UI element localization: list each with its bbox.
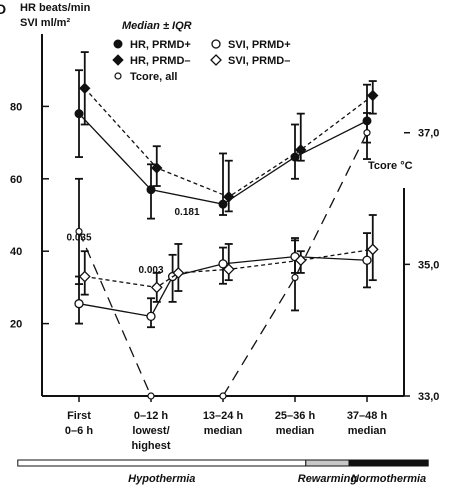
y-left-tick-label: 60 [10, 174, 22, 186]
data-point [218, 259, 228, 269]
y-right-tick-label: 37,0 [418, 128, 439, 140]
legend-entry: HR, PRMD– [112, 54, 191, 67]
data-point [291, 273, 299, 282]
x-tick-label: median [204, 425, 243, 437]
x-tick-label: 37–48 h [347, 410, 388, 422]
phase-segment [305, 459, 350, 467]
labels: D HR beats/min SVI ml/m² Tcore °C Median… [0, 1, 413, 172]
data-point [295, 144, 307, 156]
data-point [114, 72, 122, 80]
data-point [78, 270, 91, 283]
series-svi-prmd- [78, 214, 379, 303]
x-tick-label: First [67, 410, 91, 422]
data-point [219, 392, 227, 400]
series-line [78, 255, 368, 318]
series-hr-prmd- [79, 51, 379, 213]
x-tick-label: 0–6 h [65, 425, 93, 437]
legend-title: Median ± IQR [122, 20, 192, 32]
data-point [146, 185, 156, 195]
y-left-label-line2: SVI ml/m² [20, 17, 70, 29]
data-point [210, 54, 222, 66]
x-tick-label: 25–36 h [275, 410, 316, 422]
series-line [84, 248, 373, 289]
y-left-tick-label: 40 [10, 246, 22, 258]
x-tick-label: lowest/ [132, 425, 169, 437]
legend-label: SVI, PRMD– [228, 55, 290, 67]
legend: HR, PRMD+ SVI, PRMD+ HR, PRMD– SVI, PRMD– Tc… [112, 39, 291, 83]
phase-label: Normothermia [351, 473, 426, 485]
data-point [74, 299, 84, 309]
legend-label: SVI, PRMD+ [228, 39, 291, 51]
data-point [223, 191, 235, 203]
data-point [113, 39, 123, 49]
data-point [150, 281, 163, 294]
annotation-label: 0.035 [66, 232, 91, 243]
data-point [366, 243, 379, 256]
data-point [218, 199, 228, 209]
data-point [362, 255, 372, 265]
y-left-label-line1: HR beats/min [20, 2, 91, 14]
y-left-tick-label: 20 [10, 319, 22, 331]
x-tick-label: 13–24 h [203, 410, 244, 422]
data-point [294, 254, 307, 267]
phase-normothermia: Normothermia [348, 459, 429, 485]
y-right-label: Tcore °C [368, 160, 413, 172]
annotation-label: 0.181 [174, 207, 199, 218]
phase-label: Rewarming [298, 473, 358, 485]
legend-entry: HR, PRMD+ [113, 39, 191, 51]
legend-entry: SVI, PRMD– [210, 54, 290, 67]
phase-segment [17, 459, 307, 467]
y-right-tick-label: 33,0 [418, 391, 439, 403]
x-tick-label: median [276, 425, 315, 437]
data-point [147, 392, 155, 400]
legend-label: HR, PRMD– [130, 55, 191, 67]
data-point [222, 263, 235, 276]
series-svi-prmd- [74, 232, 372, 329]
phase-hypothermia: Hypothermia [17, 459, 307, 485]
y-left-tick-label: 80 [10, 101, 22, 113]
data-point [172, 267, 185, 279]
data-point [74, 109, 84, 119]
legend-label: Tcore, all [130, 71, 177, 83]
phase-label: Hypothermia [128, 473, 195, 485]
y-right-tick-label: 35,0 [418, 259, 439, 271]
phase-rewarming: Rewarming [298, 459, 358, 485]
data-point [146, 311, 156, 322]
legend-label: HR, PRMD+ [130, 39, 191, 51]
data-point [79, 82, 91, 95]
x-tick-label: 0–12 h [134, 410, 169, 422]
x-tick-label: highest [131, 440, 170, 452]
data-point [211, 39, 221, 49]
legend-entry: Tcore, all [114, 71, 177, 83]
data-point [151, 162, 163, 174]
phase-segment [348, 459, 429, 467]
series-hr-prmd- [74, 69, 372, 220]
data-point [75, 227, 83, 236]
data-point [367, 89, 379, 102]
series-layer: 0.035 0.003 0.181 [66, 51, 379, 400]
panel-letter: D [0, 1, 6, 17]
data-point [112, 54, 124, 66]
legend-entry: SVI, PRMD+ [211, 39, 291, 51]
annotation-label: 0.003 [138, 265, 163, 276]
axes: 20 40 60 80 33,0 35,0 37,0 First 0–6 h 0–12 h lowe… [10, 34, 439, 452]
data-point [363, 129, 371, 137]
x-tick-label: median [348, 425, 387, 437]
